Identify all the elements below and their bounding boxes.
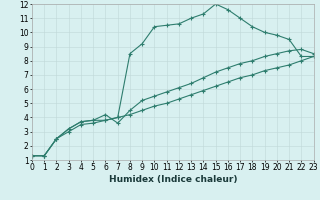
X-axis label: Humidex (Indice chaleur): Humidex (Indice chaleur) — [108, 175, 237, 184]
